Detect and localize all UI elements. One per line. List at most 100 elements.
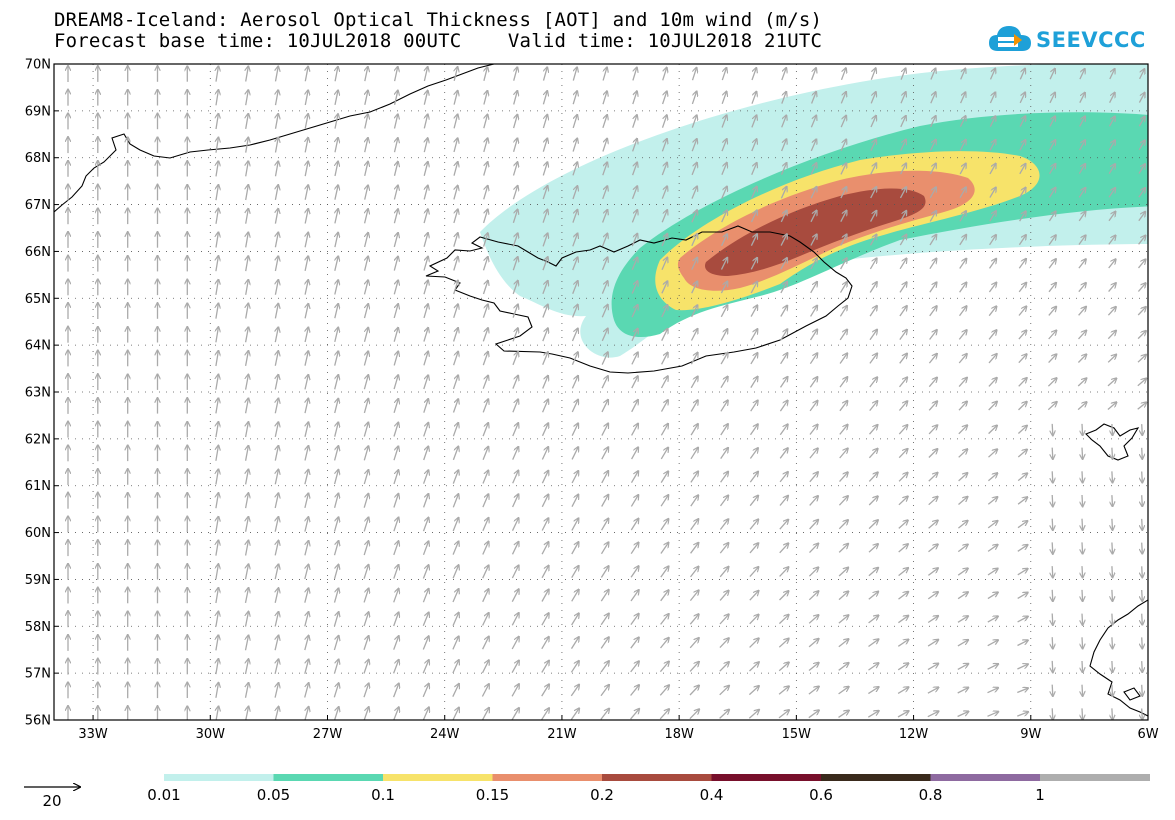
wind-arrow [959, 116, 965, 127]
wind-arrow [899, 306, 907, 317]
wind-arrow [900, 116, 906, 128]
wind-arrow [393, 707, 399, 720]
wind-arrow [1138, 117, 1144, 127]
wind-arrow [571, 352, 578, 365]
wind-arrow [216, 138, 218, 153]
wind-arrow [719, 567, 728, 578]
wind-arrow [393, 541, 399, 556]
wind-arrow [690, 424, 698, 436]
wind-arrow [275, 541, 278, 556]
wind-arrow [810, 68, 816, 81]
wind-arrow [839, 353, 847, 364]
wind-arrow [333, 470, 339, 485]
wind-arrow [631, 424, 638, 436]
wind-arrow [721, 68, 726, 81]
wind-arrow [601, 447, 608, 460]
lon-tick-label: 24W [430, 727, 460, 742]
wind-arrow [453, 162, 458, 176]
wind-arrow [751, 115, 757, 128]
legend-label: 0.01 [147, 786, 180, 804]
wind-arrow [305, 399, 308, 414]
wind-arrow [988, 330, 996, 340]
wind-arrow [1082, 684, 1083, 696]
wind-arrow [365, 67, 368, 82]
wind-arrow [1108, 164, 1115, 174]
wind-arrow [660, 495, 668, 507]
wind-arrow [601, 352, 608, 365]
wind-arrow [989, 235, 996, 246]
wind-arrow [720, 305, 727, 318]
wind-arrow [395, 114, 398, 129]
wind-arrow [246, 304, 249, 319]
wind-arrow [809, 425, 818, 435]
wind-arrow [689, 709, 699, 720]
wind-arrow [1082, 660, 1083, 672]
wind-arrow [570, 661, 579, 673]
wind-arrow [899, 187, 907, 199]
wind-arrow [1142, 637, 1143, 648]
legend-swatch [711, 774, 822, 781]
wind-arrow [216, 375, 219, 390]
wind-arrow [660, 376, 668, 389]
wind-arrow [900, 163, 907, 175]
wind-arrow [542, 257, 548, 271]
wind-arrow [482, 637, 489, 650]
wind-arrow [989, 140, 995, 151]
wind-arrow [1018, 259, 1026, 269]
wind-arrow [335, 162, 338, 177]
wind-arrow [780, 353, 788, 365]
wind-arrow [571, 447, 578, 460]
wind-arrow [691, 68, 697, 81]
wind-arrow [363, 351, 368, 366]
wind-arrow [810, 187, 816, 199]
wind-arrow [275, 185, 278, 201]
wind-arrow [810, 116, 816, 128]
wind-arrow [275, 233, 278, 248]
wind-arrow [1082, 566, 1083, 577]
wind-arrow [838, 711, 849, 718]
wind-arrow [661, 210, 667, 223]
wind-arrow [452, 518, 458, 532]
wind-arrow [1052, 447, 1053, 459]
wind-arrow [630, 614, 639, 625]
wind-arrow [780, 306, 787, 317]
wind-arrow [572, 139, 577, 152]
wind-arrow [840, 68, 846, 81]
wind-arrow [750, 210, 757, 223]
wind-arrow [363, 660, 369, 674]
wind-arrow [750, 401, 758, 412]
wind-arrow [751, 163, 757, 175]
wind-arrow [601, 329, 607, 342]
wind-arrow [482, 542, 489, 555]
wind-arrow [689, 686, 699, 696]
wind-arrow [898, 568, 909, 577]
wind-arrow [751, 92, 756, 104]
wind-arrow [511, 566, 518, 579]
wind-arrow [246, 517, 249, 532]
wind-arrow [809, 472, 818, 483]
wind-arrow [393, 470, 398, 485]
wind-arrow [246, 233, 249, 248]
wind-arrow [1077, 402, 1087, 411]
wind-arrow [275, 517, 278, 532]
wind-arrow [719, 543, 728, 554]
wind-arrow [808, 591, 818, 601]
legend-label: 0.2 [590, 786, 614, 804]
wind-arrow [661, 163, 667, 176]
wind-arrow [989, 116, 995, 127]
wind-arrow [452, 542, 458, 555]
wind-arrow [393, 352, 398, 366]
lon-tick-label: 21W [547, 727, 577, 742]
wind-arrow [484, 67, 488, 81]
wind-arrow [1052, 423, 1053, 435]
wind-arrow [304, 612, 309, 627]
wind-arrow [216, 232, 218, 248]
legend-label: 0.05 [257, 786, 290, 804]
lat-tick-label: 66N [25, 245, 51, 260]
wind-arrow [512, 257, 517, 271]
wind-arrow [571, 423, 578, 436]
wind-arrow [810, 92, 817, 104]
wind-arrow [602, 115, 607, 129]
wind-arrow [930, 116, 936, 128]
wind-arrow [511, 684, 519, 697]
